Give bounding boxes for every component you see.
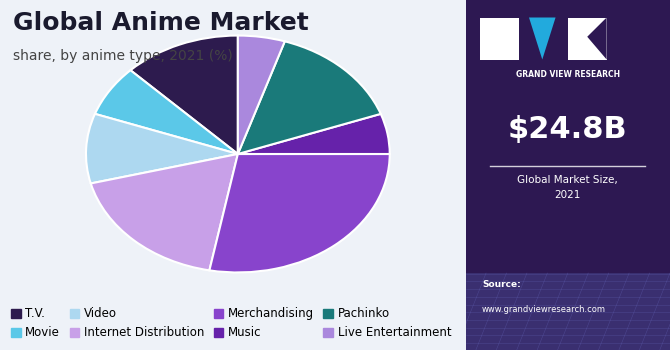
Text: Source:: Source: (482, 280, 521, 289)
Text: GRAND VIEW RESEARCH: GRAND VIEW RESEARCH (516, 70, 620, 79)
Wedge shape (210, 154, 390, 272)
Text: $24.8B: $24.8B (508, 115, 628, 144)
Polygon shape (587, 18, 606, 60)
Legend: T.V., Movie, Video, Internet Distribution, Merchandising, Music, Pachinko, Live : T.V., Movie, Video, Internet Distributio… (7, 303, 456, 344)
Polygon shape (529, 18, 555, 60)
Wedge shape (86, 114, 238, 183)
Text: Global Market Size,
2021: Global Market Size, 2021 (517, 175, 618, 200)
Wedge shape (238, 114, 390, 154)
Wedge shape (238, 36, 285, 154)
FancyBboxPatch shape (466, 273, 670, 350)
Wedge shape (95, 70, 238, 154)
Wedge shape (238, 41, 381, 154)
FancyBboxPatch shape (568, 18, 606, 60)
Text: share, by anime type, 2021 (%): share, by anime type, 2021 (%) (13, 49, 233, 63)
FancyBboxPatch shape (466, 0, 670, 350)
Text: www.grandviewresearch.com: www.grandviewresearch.com (482, 304, 606, 314)
Wedge shape (90, 154, 238, 270)
Wedge shape (131, 36, 238, 154)
Text: Global Anime Market: Global Anime Market (13, 10, 309, 35)
FancyBboxPatch shape (480, 18, 519, 60)
